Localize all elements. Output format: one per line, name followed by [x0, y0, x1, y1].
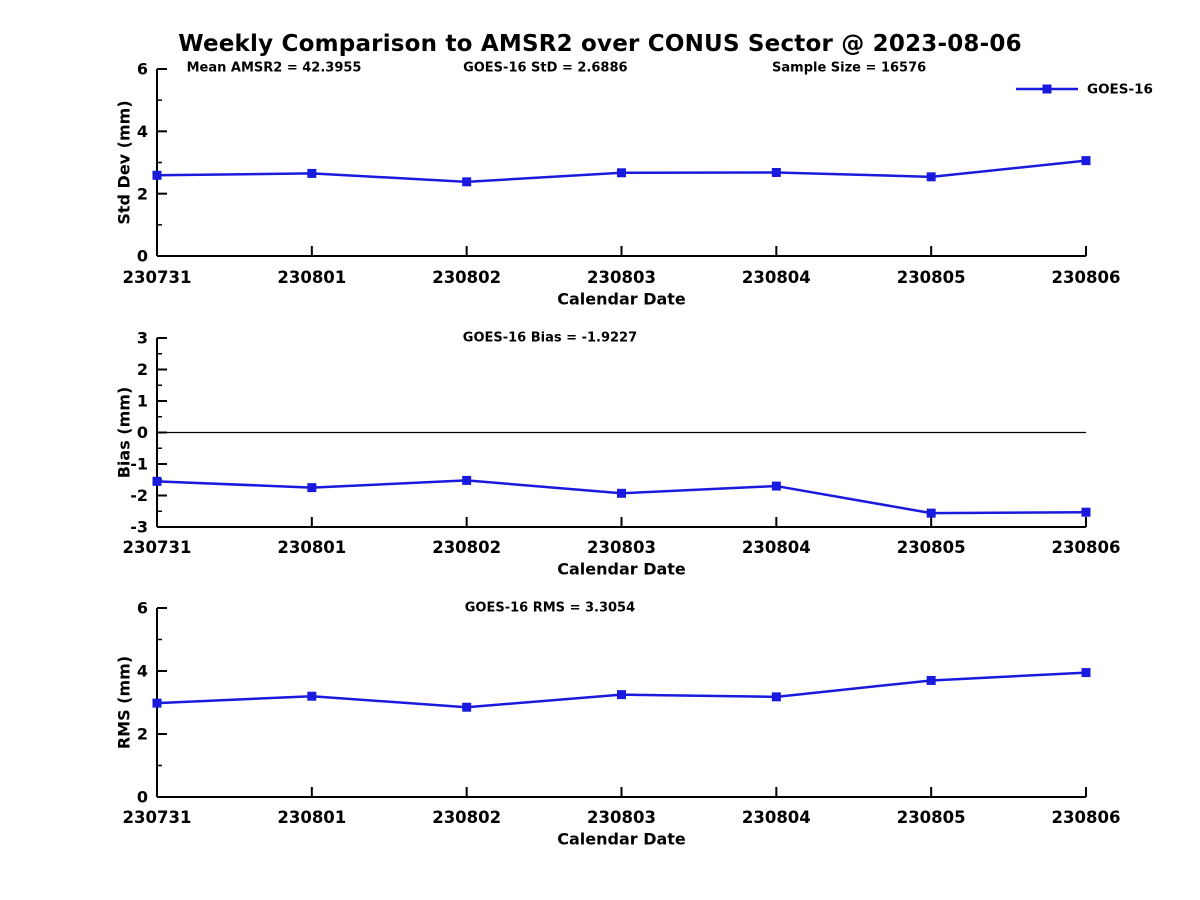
- data-point-marker: [307, 483, 317, 493]
- y-tick-label: 6: [137, 599, 148, 618]
- x-tick-label: 230803: [587, 538, 656, 557]
- data-point-marker: [617, 488, 626, 498]
- y-tick-label: 2: [137, 184, 148, 203]
- y-tick-label: -3: [130, 518, 148, 537]
- y-tick-label: 4: [137, 662, 148, 681]
- y-tick-label: -1: [130, 455, 148, 474]
- data-point-marker: [1081, 507, 1091, 517]
- x-tick-label: 230802: [432, 268, 501, 287]
- x-tick-label: 230802: [432, 538, 501, 557]
- x-axis-title: Calendar Date: [557, 560, 686, 579]
- x-tick-label: 230802: [432, 808, 501, 827]
- y-tick-label: 1: [137, 392, 148, 411]
- data-point-marker: [771, 692, 781, 702]
- data-point-marker: [152, 476, 162, 486]
- x-tick-label: 230804: [742, 808, 811, 827]
- x-tick-label: 230806: [1052, 268, 1121, 287]
- panel-annotation: GOES-16 Bias = -1.9227: [463, 331, 637, 346]
- x-tick-label: 230805: [897, 538, 966, 557]
- data-point-marker: [771, 481, 781, 491]
- data-point-marker: [771, 167, 781, 177]
- y-tick-label: 2: [137, 725, 148, 744]
- panel-annotation: Sample Size = 16576: [772, 61, 926, 76]
- data-point-marker: [926, 508, 936, 518]
- data-point-marker: [152, 170, 162, 180]
- data-point-marker: [307, 691, 317, 701]
- x-tick-label: 230806: [1052, 808, 1121, 827]
- x-tick-label: 230804: [742, 268, 811, 287]
- rms-panel: [152, 607, 1091, 798]
- panel-annotation: GOES-16 StD = 2.6886: [463, 61, 627, 76]
- y-axis-title: Std Dev (mm): [115, 100, 134, 224]
- chart-title: Weekly Comparison to AMSR2 over CONUS Se…: [178, 31, 1022, 57]
- x-tick-label: 230806: [1052, 538, 1121, 557]
- legend-marker-icon: [1042, 84, 1052, 94]
- x-tick-label: 230731: [123, 268, 192, 287]
- data-point-marker: [1081, 156, 1091, 166]
- x-tick-label: 230801: [277, 538, 346, 557]
- y-tick-label: 4: [137, 122, 148, 141]
- data-point-marker: [926, 172, 936, 182]
- x-tick-label: 230801: [277, 808, 346, 827]
- y-tick-label: 2: [137, 360, 148, 379]
- x-tick-label: 230805: [897, 268, 966, 287]
- x-tick-label: 230805: [897, 808, 966, 827]
- x-tick-label: 230731: [123, 538, 192, 557]
- data-point-marker: [307, 168, 317, 178]
- y-tick-label: -2: [130, 486, 148, 505]
- data-point-marker: [462, 475, 472, 485]
- std-dev-panel: [152, 68, 1091, 257]
- y-axis-title: Bias (mm): [115, 387, 134, 479]
- data-point-marker: [462, 702, 472, 712]
- x-axis-title: Calendar Date: [557, 830, 686, 849]
- data-line-goes-16: [156, 671, 1087, 709]
- data-point-marker: [1081, 668, 1091, 678]
- data-point-marker: [617, 168, 626, 178]
- data-point-marker: [152, 698, 162, 708]
- x-tick-label: 230731: [123, 808, 192, 827]
- x-tick-label: 230803: [587, 808, 656, 827]
- data-point-marker: [462, 177, 472, 187]
- x-axis-title: Calendar Date: [557, 290, 686, 309]
- x-tick-label: 230804: [742, 538, 811, 557]
- y-tick-label: 3: [137, 329, 148, 348]
- y-tick-label: 0: [137, 423, 148, 442]
- legend-label: GOES-16: [1087, 82, 1153, 98]
- y-axis-title: RMS (mm): [115, 656, 134, 749]
- y-tick-label: 0: [137, 788, 148, 807]
- x-tick-label: 230803: [587, 268, 656, 287]
- data-point-marker: [926, 675, 936, 685]
- y-tick-label: 0: [137, 247, 148, 266]
- x-tick-label: 230801: [277, 268, 346, 287]
- y-tick-label: 6: [137, 60, 148, 79]
- data-point-marker: [617, 690, 626, 700]
- bias-panel: [152, 337, 1091, 528]
- panel-annotation: GOES-16 RMS = 3.3054: [465, 601, 635, 616]
- panel-annotation: Mean AMSR2 = 42.3955: [187, 61, 362, 76]
